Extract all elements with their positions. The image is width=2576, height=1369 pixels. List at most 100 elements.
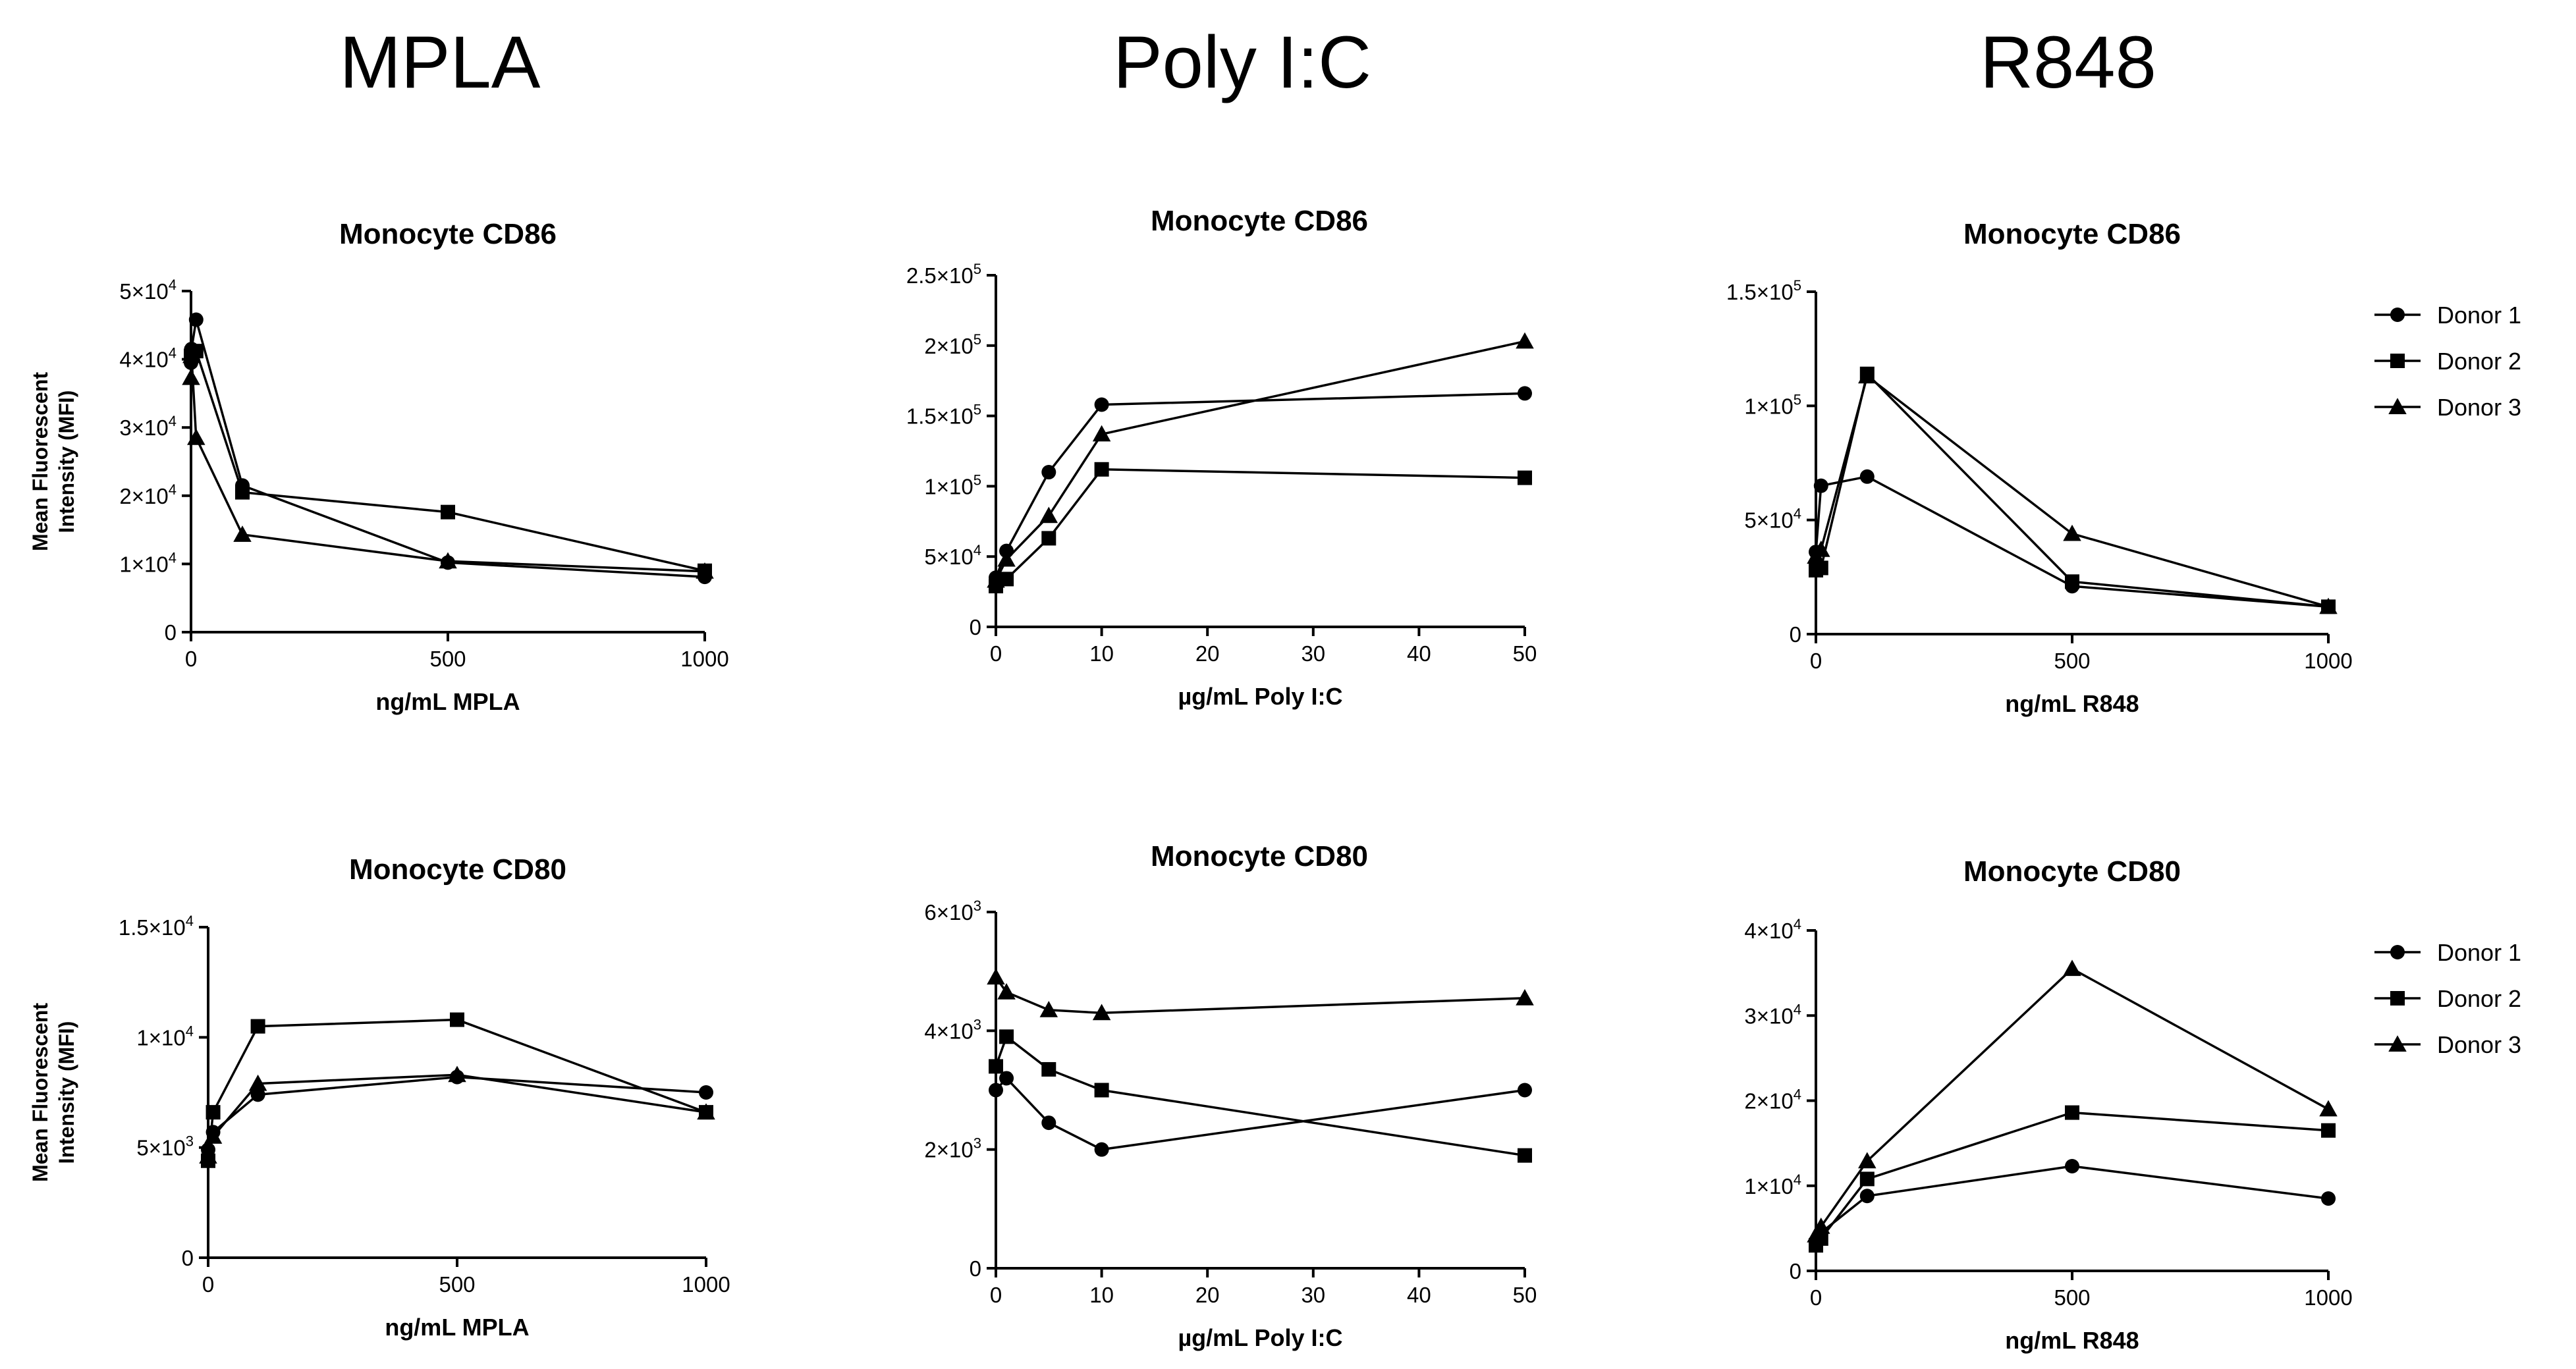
x-tick-label: 0	[990, 1283, 1002, 1307]
data-point-donor-2	[999, 1029, 1014, 1044]
y-tick-label: 0	[1790, 1259, 1801, 1283]
data-point-donor-2	[441, 504, 455, 520]
y-tick-label: 2×104	[1744, 1087, 1801, 1114]
y-tick-label: 1.5×104	[119, 913, 194, 940]
data-point-donor-3	[1092, 1004, 1111, 1021]
data-point-donor-2	[1041, 1061, 1056, 1077]
data-point-donor-1	[1094, 1142, 1109, 1157]
series-line-donor-1	[1815, 1165, 2329, 1242]
legend-label: Donor 3	[2437, 1031, 2521, 1058]
data-point-donor-1	[2065, 1159, 2079, 1174]
y-tick-label: 2.5×105	[906, 261, 981, 288]
x-tick-label: 0	[990, 641, 1002, 666]
column-title-mpla: MPLA	[339, 21, 541, 103]
x-tick-label: 50	[1513, 641, 1537, 666]
x-tick-label: 20	[1195, 1283, 1220, 1307]
x-axis-label: µg/mL Poly I:C	[1178, 1324, 1342, 1351]
y-axis-label: Mean Fluorescent	[28, 372, 52, 551]
series-line-donor-3	[995, 977, 1525, 1015]
panel-2: Monocyte CD86 0 5×104 1×105 1.5×105 2×105 2.5×…	[906, 205, 1537, 710]
data-point-donor-3	[182, 368, 200, 385]
y-tick-label: 1×105	[924, 471, 981, 498]
data-point-donor-3	[2319, 1100, 2338, 1117]
y-tick-label: 1×104	[136, 1023, 194, 1050]
x-tick-label: 0	[185, 647, 197, 671]
data-point-donor-1	[1859, 1189, 1875, 1204]
data-point-donor-1	[250, 1087, 265, 1102]
y-tick-label: 6×103	[924, 898, 981, 925]
column-title-r848: R848	[1980, 21, 2156, 103]
x-tick-label: 10	[1089, 641, 1114, 666]
x-tick-label: 50	[1513, 1283, 1537, 1307]
x-tick-label: 40	[1407, 1283, 1431, 1307]
series-line-donor-1	[207, 1075, 707, 1150]
data-point-donor-2	[1518, 1148, 1532, 1163]
legend-label: Donor 2	[2437, 348, 2521, 375]
x-axis-label: ng/mL MPLA	[385, 1314, 529, 1341]
y-tick-label: 5×104	[119, 277, 177, 304]
panel-1: Monocyte CD86 0 1×104 2×104 3×104 4×104 5×104 0…	[28, 218, 729, 715]
x-axis-label: ng/mL R848	[2005, 690, 2139, 717]
data-point-donor-2	[989, 1059, 1003, 1074]
data-point-donor-3	[997, 550, 1016, 567]
data-point-donor-1	[1041, 1115, 1056, 1131]
y-tick-label: 2×104	[119, 481, 177, 508]
legend-marker	[2388, 398, 2407, 414]
data-point-donor-3	[1812, 540, 1830, 557]
data-point-donor-1	[2321, 1191, 2336, 1206]
data-point-donor-1	[1041, 465, 1056, 480]
x-tick-label: 1000	[2304, 1285, 2352, 1310]
data-point-donor-2	[1813, 560, 1828, 576]
x-tick-label: 40	[1407, 641, 1431, 666]
data-point-donor-1	[1518, 386, 1532, 401]
y-tick-label: 0	[1790, 622, 1801, 647]
data-point-donor-3	[2319, 597, 2338, 614]
data-point-donor-3	[1516, 988, 1534, 1006]
legend-label: Donor 1	[2437, 939, 2521, 966]
x-tick-label: 500	[2054, 1285, 2090, 1310]
legend-marker	[2390, 308, 2405, 322]
x-tick-label: 30	[1301, 641, 1325, 666]
data-point-donor-3	[233, 525, 252, 542]
y-tick-label: 1×104	[119, 549, 177, 576]
data-point-donor-3	[1812, 1218, 1830, 1234]
panel-5: Monocyte CD80 0 2×103 4×103 6×103 0 10 20 30 40 50…	[924, 840, 1537, 1351]
y-tick-label: 0	[970, 615, 981, 639]
data-point-donor-3	[997, 982, 1016, 1000]
legend-label: Donor 1	[2437, 302, 2521, 329]
series-line-donor-2	[995, 1034, 1525, 1157]
x-tick-label: 1000	[2304, 649, 2352, 673]
x-tick-label: 500	[2054, 649, 2090, 673]
data-point-donor-2	[2065, 574, 2079, 589]
series-line-donor-3	[190, 356, 705, 573]
data-point-donor-2	[999, 572, 1014, 587]
x-tick-label: 0	[1810, 649, 1822, 673]
data-point-donor-3	[987, 968, 1005, 985]
data-point-donor-1	[999, 1071, 1014, 1086]
data-point-donor-3	[696, 562, 714, 579]
data-point-donor-1	[699, 1085, 713, 1100]
legend-label: Donor 3	[2437, 394, 2521, 421]
data-point-donor-2	[250, 1019, 265, 1034]
data-point-donor-1	[1859, 469, 1875, 484]
chart-title: Monocyte CD80	[1963, 855, 2181, 888]
legend-marker	[2388, 1035, 2407, 1052]
x-tick-label: 0	[1810, 1285, 1822, 1310]
data-point-donor-1	[188, 312, 204, 327]
chart-title: Monocyte CD86	[339, 218, 557, 250]
x-axis-label: ng/mL MPLA	[375, 688, 520, 715]
data-point-donor-3	[2063, 959, 2081, 977]
x-tick-label: 10	[1089, 1283, 1114, 1307]
data-point-donor-3	[204, 1127, 223, 1144]
panel-6: Monocyte CD80 0 1×104 2×104 3×104 4×104 0 500 10…	[1744, 855, 2521, 1354]
y-tick-label: 0	[165, 620, 177, 645]
y-tick-label: 4×104	[119, 345, 177, 372]
y-tick-label: 3×104	[1744, 1001, 1801, 1028]
data-point-donor-1	[1518, 1083, 1532, 1098]
data-point-donor-3	[1039, 1001, 1058, 1017]
chart-title: Monocyte CD86	[1963, 218, 2181, 250]
series-line-donor-1	[995, 392, 1525, 578]
x-tick-label: 20	[1195, 641, 1220, 666]
y-tick-label: 1×105	[1744, 391, 1801, 418]
y-tick-label: 1.5×105	[906, 402, 981, 429]
